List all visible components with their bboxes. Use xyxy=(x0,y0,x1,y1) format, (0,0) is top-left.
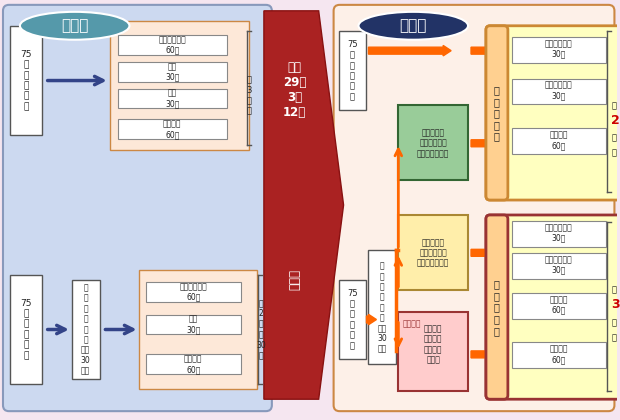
Text: 間: 間 xyxy=(611,333,616,342)
FancyBboxPatch shape xyxy=(486,215,508,399)
FancyArrow shape xyxy=(471,248,496,258)
FancyArrow shape xyxy=(366,314,376,325)
Text: 3: 3 xyxy=(611,298,620,311)
FancyArrow shape xyxy=(471,138,496,149)
FancyBboxPatch shape xyxy=(339,280,366,360)
Text: 合
理
化
講
習: 合 理 化 講 習 xyxy=(494,85,500,142)
FancyBboxPatch shape xyxy=(118,89,227,108)
FancyBboxPatch shape xyxy=(146,282,241,302)
Ellipse shape xyxy=(358,12,468,40)
FancyBboxPatch shape xyxy=(512,253,606,279)
FancyBboxPatch shape xyxy=(512,221,606,247)
Text: 間: 間 xyxy=(611,149,616,158)
Text: 双方向型講義
30分: 双方向型講義 30分 xyxy=(545,255,572,275)
FancyBboxPatch shape xyxy=(512,293,606,318)
Text: 改正後: 改正後 xyxy=(399,18,427,33)
Polygon shape xyxy=(264,11,343,399)
Text: 認
知
機
能
検
査
（約
30
分）: 認 知 機 能 検 査 （約 30 分） xyxy=(378,262,388,354)
Text: 2: 2 xyxy=(611,114,620,127)
Text: 75
歳
未
満
の
方: 75 歳 未 満 の 方 xyxy=(347,40,358,101)
Text: 実車指導
60分: 実車指導 60分 xyxy=(549,295,568,314)
Text: 認
知
機
能
検
査
（約
30
分）: 認 知 機 能 検 査 （約 30 分） xyxy=(81,284,91,375)
Text: （注記）
認知症の
おとれが
ある方: （注記） 認知症の おとれが ある方 xyxy=(424,324,443,365)
FancyBboxPatch shape xyxy=(72,280,100,379)
Text: 75
歳
以
上
の
方: 75 歳 以 上 の 方 xyxy=(20,299,32,360)
Text: 双方向型講義
30分: 双方向型講義 30分 xyxy=(545,81,572,100)
FancyBboxPatch shape xyxy=(334,5,614,411)
FancyBboxPatch shape xyxy=(10,275,42,384)
Text: 75
歳
未
満
の
方: 75 歳 未 満 の 方 xyxy=(20,50,32,111)
Text: （注記）: （注記） xyxy=(403,319,422,328)
Text: 運転適性検査
60分: 運転適性検査 60分 xyxy=(179,282,207,302)
FancyBboxPatch shape xyxy=(146,315,241,334)
Text: 個別指導
60分: 個別指導 60分 xyxy=(549,345,568,364)
Text: 運転適性検査
30分: 運転適性検査 30分 xyxy=(545,223,572,243)
Text: 計: 計 xyxy=(611,101,616,110)
Text: 計
3
時
間: 計 3 時 間 xyxy=(246,75,252,116)
FancyArrow shape xyxy=(471,349,496,360)
Text: 認知機能が
低下している
おそれがない方: 認知機能が 低下している おそれがない方 xyxy=(417,129,450,158)
FancyBboxPatch shape xyxy=(512,37,606,63)
FancyArrow shape xyxy=(368,45,451,56)
Text: 実車指導
60分: 実車指導 60分 xyxy=(549,131,568,150)
FancyBboxPatch shape xyxy=(146,354,241,374)
Text: 時: 時 xyxy=(611,134,616,143)
FancyBboxPatch shape xyxy=(110,21,249,150)
Text: 講義
30分: 講義 30分 xyxy=(165,89,179,108)
Text: 実車指導
60分: 実車指導 60分 xyxy=(163,120,182,139)
Text: 運転適性検査
30分: 運転適性検査 30分 xyxy=(545,39,572,58)
Text: 平成
29年
3月
12日: 平成 29年 3月 12日 xyxy=(283,61,306,120)
FancyBboxPatch shape xyxy=(486,215,620,399)
Text: 運転適性検査
60分: 運転適性検査 60分 xyxy=(158,35,186,55)
FancyBboxPatch shape xyxy=(512,79,606,105)
FancyBboxPatch shape xyxy=(368,250,396,365)
Ellipse shape xyxy=(20,12,130,40)
Text: 実車指導
60分: 実車指導 60分 xyxy=(184,354,203,374)
Text: 認知機能が
低下している
おそれがある方: 認知機能が 低下している おそれがある方 xyxy=(417,238,450,268)
FancyBboxPatch shape xyxy=(398,312,468,391)
FancyBboxPatch shape xyxy=(118,119,227,139)
Text: 判定
30分: 判定 30分 xyxy=(165,62,179,81)
Text: 時: 時 xyxy=(611,318,616,327)
Text: 75
歳
以
上
の
方: 75 歳 以 上 の 方 xyxy=(347,289,358,350)
Text: 講義
30分: 講義 30分 xyxy=(186,315,200,334)
FancyBboxPatch shape xyxy=(339,31,366,110)
Text: 計
2
時
間
30
分: 計 2 時 間 30 分 xyxy=(256,299,266,360)
FancyBboxPatch shape xyxy=(3,5,272,411)
FancyBboxPatch shape xyxy=(486,26,508,200)
FancyBboxPatch shape xyxy=(486,26,620,200)
FancyBboxPatch shape xyxy=(512,129,606,154)
Text: 計: 計 xyxy=(611,285,616,294)
FancyBboxPatch shape xyxy=(140,270,257,389)
Text: 改正前: 改正前 xyxy=(61,18,89,33)
FancyBboxPatch shape xyxy=(118,35,227,55)
FancyBboxPatch shape xyxy=(512,342,606,368)
Text: 施行日: 施行日 xyxy=(288,269,301,290)
FancyBboxPatch shape xyxy=(10,26,42,135)
FancyArrow shape xyxy=(471,45,496,56)
FancyBboxPatch shape xyxy=(118,62,227,81)
FancyBboxPatch shape xyxy=(398,215,468,290)
FancyBboxPatch shape xyxy=(398,105,468,180)
Text: 高
度
化
講
習: 高 度 化 講 習 xyxy=(494,279,500,336)
